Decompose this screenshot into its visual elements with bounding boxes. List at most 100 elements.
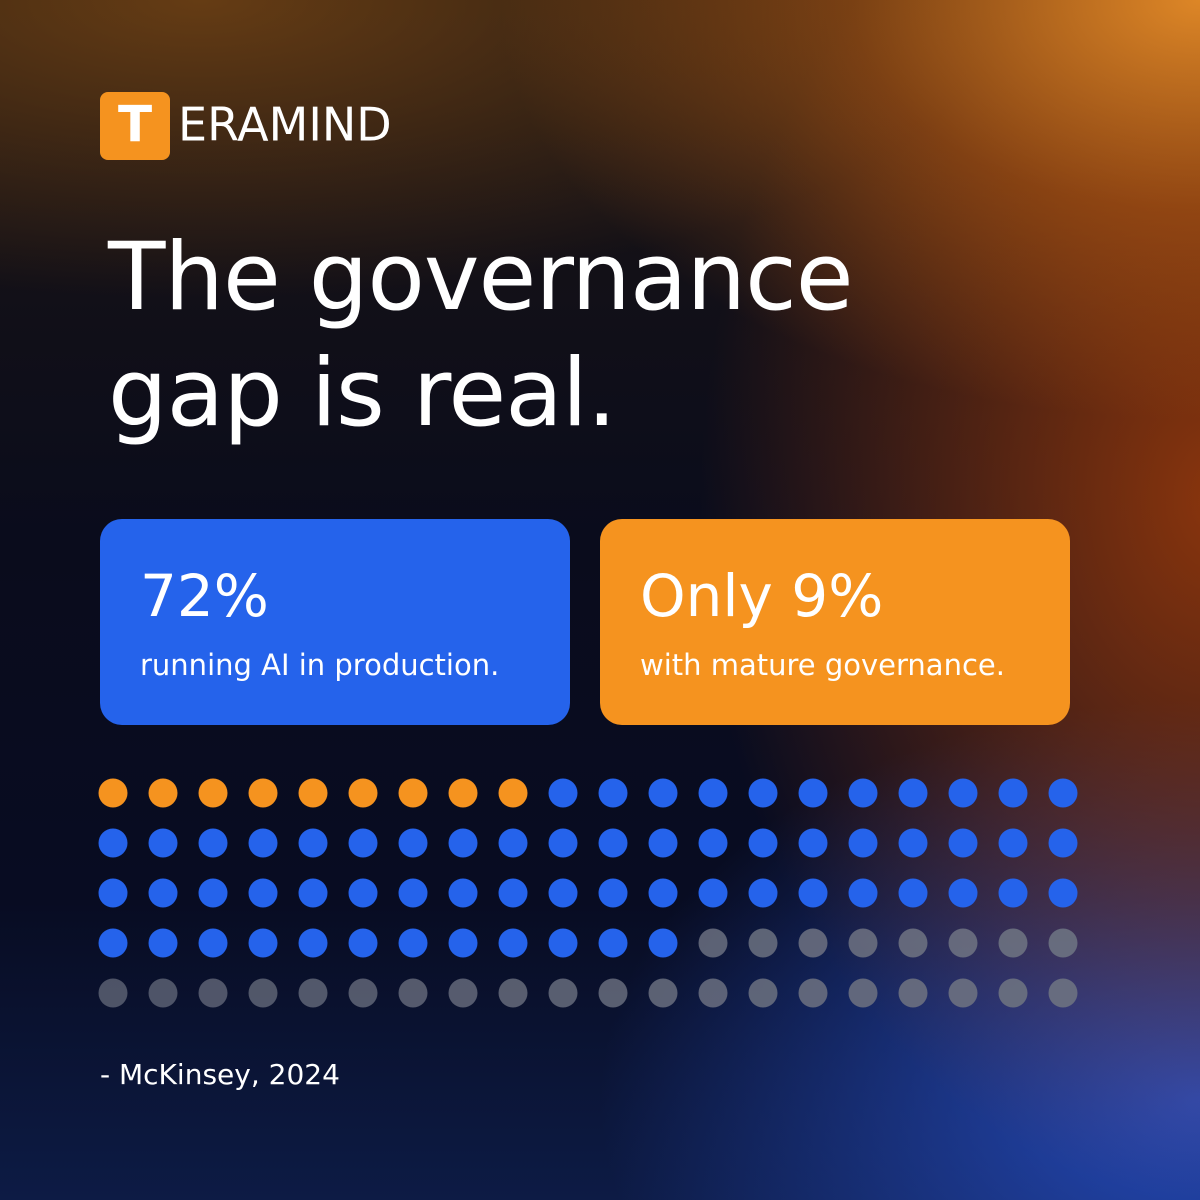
waffle-dot [848,778,878,808]
waffle-dot [698,878,728,908]
waffle-dot [898,928,928,958]
waffle-dot [398,878,428,908]
waffle-dot [248,978,278,1008]
waffle-dot [948,828,978,858]
waffle-dot [498,828,528,858]
waffle-dot [848,978,878,1008]
stat-value: Only 9% [640,562,883,630]
waffle-dot [248,878,278,908]
waffle-dot [748,878,778,908]
stat-caption: with mature governance. [640,648,1005,682]
waffle-dot [598,878,628,908]
waffle-dot [448,878,478,908]
waffle-dot [748,978,778,1008]
waffle-dot [298,928,328,958]
waffle-dot [798,878,828,908]
stat-card [600,519,1070,725]
waffle-dot [648,828,678,858]
waffle-dot [448,978,478,1008]
waffle-dot [698,778,728,808]
waffle-dot [448,828,478,858]
waffle-dot [348,778,378,808]
waffle-dot [498,928,528,958]
waffle-dot [998,878,1028,908]
waffle-dot [748,778,778,808]
waffle-dot [298,828,328,858]
waffle-dot [198,828,228,858]
waffle-dot [148,928,178,958]
waffle-dot [98,978,128,1008]
waffle-dot [848,928,878,958]
waffle-dot [798,928,828,958]
waffle-dot [148,778,178,808]
waffle-dot [698,828,728,858]
waffle-dot [348,878,378,908]
waffle-dot [198,878,228,908]
waffle-dot [948,878,978,908]
waffle-dot [698,978,728,1008]
stat-card [100,519,570,725]
waffle-dot [798,978,828,1008]
source: - McKinsey, 2024 [100,1058,340,1091]
waffle-dot [348,928,378,958]
waffle-dot [298,878,328,908]
waffle-dot [1048,778,1078,808]
waffle-dot [1048,978,1078,1008]
waffle-dot [848,878,878,908]
logo-initial: T [118,96,152,154]
waffle-dot [598,778,628,808]
waffle-dot [598,978,628,1008]
waffle-dot [848,828,878,858]
waffle-dot [648,978,678,1008]
waffle-dot [748,928,778,958]
waffle-dot [948,928,978,958]
waffle-dot [448,928,478,958]
waffle-dot [1048,828,1078,858]
waffle-dot [998,778,1028,808]
waffle-dot [348,828,378,858]
waffle-dot [798,778,828,808]
waffle-dot [898,878,928,908]
waffle-dot [198,778,228,808]
logo-box [100,92,170,160]
waffle-dot [398,928,428,958]
waffle-dot [948,778,978,808]
waffle-dot [998,828,1028,858]
waffle-dot [498,778,528,808]
stat-caption: running AI in production. [140,648,499,682]
waffle-dot [598,928,628,958]
waffle-dot [898,828,928,858]
title: The governance gap is real. [108,223,854,448]
waffle-dot [948,978,978,1008]
waffle-dot [798,828,828,858]
waffle-dot [748,828,778,858]
waffle-dot [398,978,428,1008]
waffle-dot [498,878,528,908]
waffle-dot [98,828,128,858]
stat-value: 72% [140,562,269,630]
waffle-dot [598,828,628,858]
waffle-dot [348,978,378,1008]
waffle-dot [898,778,928,808]
waffle-dot [998,928,1028,958]
waffle-dot [698,928,728,958]
waffle-dot [398,778,428,808]
waffle-dot [148,978,178,1008]
waffle-dot [898,978,928,1008]
waffle-dot [148,878,178,908]
waffle-dot [248,928,278,958]
waffle-dot [448,778,478,808]
waffle-dot [398,828,428,858]
waffle-dot [998,978,1028,1008]
waffle-dot [648,878,678,908]
waffle-dot [1048,878,1078,908]
waffle-dot [1048,928,1078,958]
waffle-dot [548,778,578,808]
waffle-dot [248,778,278,808]
waffle-dot [648,778,678,808]
waffle-dot [148,828,178,858]
waffle-dot [498,978,528,1008]
waffle-dot [198,978,228,1008]
